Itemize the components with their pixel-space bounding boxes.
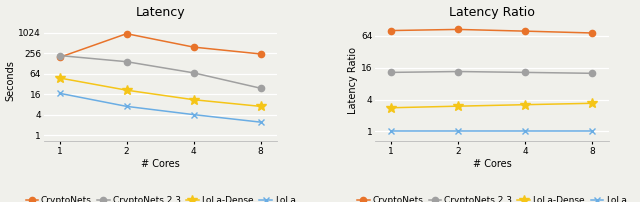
Y-axis label: Seconds: Seconds: [6, 60, 15, 101]
LoLa-Dense: [454, 105, 462, 107]
CryptoNets: [588, 32, 596, 34]
LoLa-Dense: [521, 103, 529, 106]
LoLa-Dense: [588, 102, 596, 104]
LoLa-Dense: [387, 106, 395, 109]
LoLa: [588, 130, 596, 133]
CryptoNets: [521, 30, 529, 32]
Legend: CryptoNets, CryptoNets 2.3, LoLa-Dense, LoLa: CryptoNets, CryptoNets 2.3, LoLa-Dense, …: [22, 192, 299, 202]
LoLa: [454, 130, 462, 133]
Title: Latency: Latency: [136, 6, 186, 19]
LoLa-Dense: [56, 77, 63, 79]
CryptoNets 2.3: [257, 87, 264, 89]
LoLa-Dense: [123, 89, 131, 91]
CryptoNets: [189, 46, 197, 48]
Line: LoLa: LoLa: [388, 128, 595, 135]
Line: LoLa: LoLa: [56, 90, 264, 125]
Line: LoLa-Dense: LoLa-Dense: [54, 73, 266, 111]
LoLa-Dense: [257, 105, 264, 108]
X-axis label: # Cores: # Cores: [472, 159, 511, 169]
CryptoNets: [387, 29, 395, 32]
LoLa-Dense: [189, 99, 197, 101]
Line: CryptoNets: CryptoNets: [56, 31, 264, 60]
CryptoNets 2.3: [56, 54, 63, 57]
CryptoNets 2.3: [387, 71, 395, 74]
Line: CryptoNets 2.3: CryptoNets 2.3: [56, 53, 264, 91]
Line: LoLa-Dense: LoLa-Dense: [386, 98, 597, 113]
Line: CryptoNets 2.3: CryptoNets 2.3: [388, 68, 595, 76]
LoLa: [387, 130, 395, 133]
LoLa: [123, 105, 131, 108]
CryptoNets 2.3: [521, 71, 529, 74]
Title: Latency Ratio: Latency Ratio: [449, 6, 535, 19]
CryptoNets: [123, 33, 131, 35]
LoLa: [56, 92, 63, 95]
X-axis label: # Cores: # Cores: [141, 159, 180, 169]
Y-axis label: Latency Ratio: Latency Ratio: [348, 47, 358, 114]
CryptoNets 2.3: [454, 70, 462, 73]
CryptoNets: [56, 56, 63, 59]
LoLa: [189, 113, 197, 116]
Line: CryptoNets: CryptoNets: [388, 26, 595, 36]
Legend: CryptoNets, CryptoNets 2.3, LoLa-Dense, LoLa: CryptoNets, CryptoNets 2.3, LoLa-Dense, …: [353, 192, 630, 202]
CryptoNets: [454, 28, 462, 31]
CryptoNets 2.3: [588, 72, 596, 75]
CryptoNets 2.3: [189, 72, 197, 74]
LoLa: [257, 121, 264, 123]
LoLa: [521, 130, 529, 133]
CryptoNets: [257, 53, 264, 55]
CryptoNets 2.3: [123, 60, 131, 63]
